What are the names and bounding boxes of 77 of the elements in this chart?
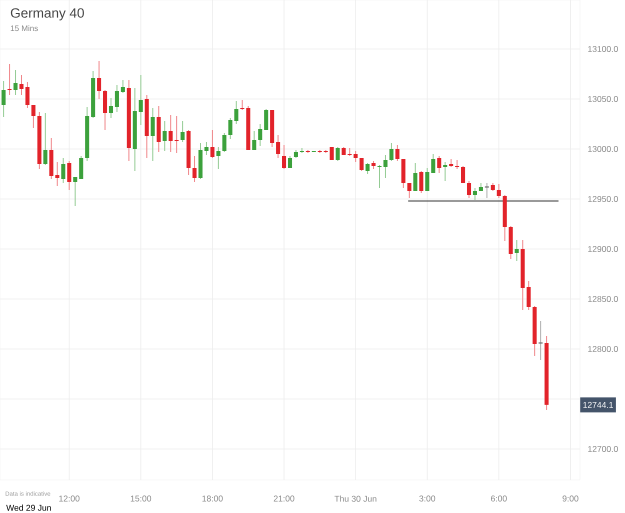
candlestick [264, 108, 268, 130]
y-tick-label: 13000.0 [588, 146, 618, 152]
y-tick-label: 13100.0 [588, 46, 618, 52]
candlestick [19, 74, 24, 96]
candlestick [228, 117, 232, 140]
candlestick [180, 120, 185, 142]
candlestick [526, 280, 531, 310]
candlestick [419, 170, 424, 194]
x-tick-label: 18:00 [202, 496, 223, 502]
candlestick [276, 134, 280, 158]
candlestick [25, 81, 30, 108]
candlestick [366, 162, 370, 174]
y-tick-label: 12950.0 [588, 196, 618, 202]
candlestick [162, 120, 167, 152]
candlestick [108, 97, 114, 118]
candlestick [395, 144, 400, 162]
candlestick [97, 60, 102, 100]
candlestick [61, 157, 66, 184]
x-tick-label: 6:00 [491, 496, 507, 502]
x-tick-label: 3:00 [419, 496, 436, 502]
x-tick-label: Thu 30 Jun [334, 496, 376, 502]
candlestick [192, 155, 197, 182]
candlestick [288, 155, 292, 168]
candlestick [252, 130, 256, 150]
candlestick [413, 162, 418, 192]
candlestick [377, 164, 382, 188]
x-tick-label: 12:00 [59, 496, 80, 502]
candlestick [407, 182, 412, 198]
candlestick [258, 123, 262, 146]
candlestick [234, 100, 238, 124]
candlestick [496, 183, 501, 198]
candlestick [360, 157, 364, 172]
candlestick [120, 79, 125, 94]
candlestick [472, 187, 478, 200]
candlestick [210, 129, 214, 158]
candlestick [383, 154, 388, 178]
candlestick [138, 74, 143, 126]
candlestick [437, 155, 442, 174]
candlestick [443, 161, 448, 182]
candlestick [466, 180, 472, 198]
candlestick [79, 155, 84, 180]
y-tick-label: 12700.0 [588, 446, 618, 452]
x-tick-label: 9:00 [562, 496, 578, 502]
y-tick-label: 12900.0 [588, 246, 618, 252]
candlestick [354, 150, 358, 162]
text: 15 Mins [10, 25, 38, 32]
y-tick-label: 13050.0 [588, 96, 618, 102]
candlestick [8, 63, 12, 96]
candlestick [401, 158, 406, 188]
x-tick-label: 21:00 [274, 496, 294, 502]
candlestick [455, 159, 460, 170]
x-tick-label: 15:00 [130, 496, 152, 502]
candlestick [282, 144, 286, 170]
candlestick [150, 107, 155, 162]
candlestick [2, 80, 6, 118]
candlestick [461, 165, 466, 184]
candlestick [73, 176, 78, 206]
candlestick [55, 161, 60, 186]
text: Germany 40 [10, 8, 84, 20]
candlestick [204, 141, 208, 156]
candlestick [13, 69, 18, 96]
candlestick [102, 89, 108, 130]
candlestick [114, 84, 119, 112]
candlestick [222, 132, 226, 152]
candlestick [336, 146, 340, 162]
candlestick [216, 146, 220, 170]
candlestick [31, 104, 36, 128]
candlestick [67, 160, 72, 190]
text: Wed 29 Jun [6, 504, 51, 511]
candlestick [43, 112, 48, 166]
y-tick-label: 12850.0 [588, 296, 618, 302]
y-tick-label: 12800.0 [588, 346, 618, 352]
candlestick [168, 114, 173, 152]
candlestick [174, 115, 179, 154]
candlestick [514, 239, 519, 262]
text: 12744.1 [583, 402, 613, 408]
candlestick [389, 142, 394, 162]
